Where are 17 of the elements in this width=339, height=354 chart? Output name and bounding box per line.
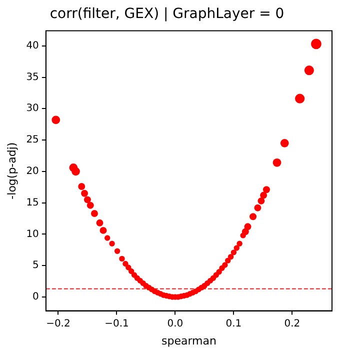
y-tick-label: 0 bbox=[32, 292, 39, 303]
y-tick-label: 30 bbox=[26, 103, 39, 114]
y-tick-label: 5 bbox=[32, 260, 39, 272]
y-tick-label: 20 bbox=[26, 166, 39, 178]
y-tick-label: 15 bbox=[26, 197, 39, 208]
x-tick-label: 0.2 bbox=[284, 318, 300, 330]
y-tick-label: 10 bbox=[26, 228, 39, 240]
x-tick-label: 0.0 bbox=[167, 318, 184, 330]
x-tick-label: 0.1 bbox=[226, 318, 242, 330]
y-axis-title: -log(p-adj) bbox=[5, 142, 18, 200]
x-tick-label: −0.1 bbox=[104, 318, 129, 330]
y-tick-label: 35 bbox=[26, 72, 39, 83]
y-tick-label: 25 bbox=[26, 134, 39, 146]
x-axis-title: spearman bbox=[161, 334, 216, 348]
y-tick-label: 40 bbox=[26, 40, 39, 52]
chart-title: corr(filter, GEX) | GraphLayer = 0 bbox=[50, 6, 284, 22]
x-tick-label: −0.2 bbox=[46, 318, 70, 330]
